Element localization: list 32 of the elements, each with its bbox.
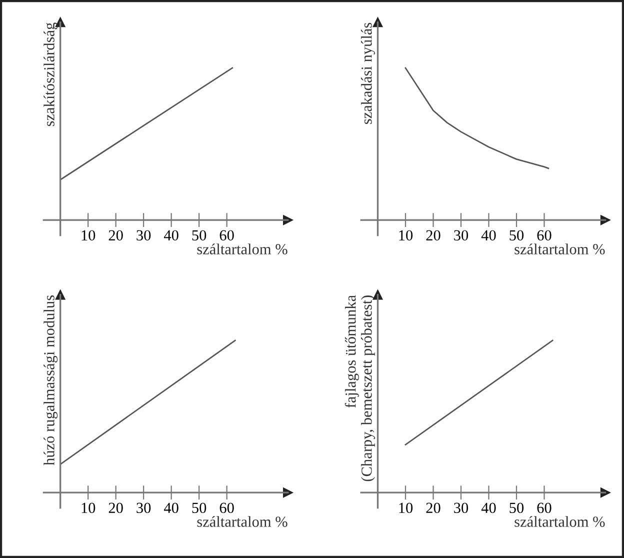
x-tick-label: 10 [82, 502, 96, 514]
y-axis-title: szakadási nyúlás [361, 22, 375, 124]
x-tick-label: 30 [454, 230, 468, 241]
x-tick-label: 10 [82, 230, 96, 241]
x-axis-title: száltartalom % [197, 516, 288, 527]
x-tick-label: 50 [510, 230, 524, 241]
x-tick-label: 30 [136, 502, 151, 514]
y-axis-title: fajlagos ütőmunka (Charpy, bemetszett próbatest) [344, 295, 375, 482]
y-axis-title: húzó rugalmassági modulus [44, 295, 58, 466]
x-axis-title: száltartalom % [514, 516, 605, 527]
x-tick-label: 60 [220, 502, 234, 514]
x-tick-label: 20 [426, 230, 440, 241]
x-tick-label: 40 [481, 502, 496, 514]
x-tick-label: 60 [537, 230, 552, 241]
x-tick-label: 60 [220, 230, 234, 241]
x-tick-label: 40 [164, 230, 178, 241]
x-tick-label: 40 [164, 502, 178, 514]
x-tick-label: 60 [537, 502, 552, 514]
x-axis-title: száltartalom % [514, 244, 605, 254]
x-tick-label: 50 [192, 502, 206, 514]
x-tick-label: 40 [481, 230, 496, 241]
x-tick-label: 50 [510, 502, 524, 514]
x-tick-label: 20 [108, 230, 123, 241]
x-tick-label: 30 [454, 502, 468, 514]
x-tick-label: 50 [192, 230, 206, 241]
x-axis-title: száltartalom % [197, 244, 288, 254]
x-tick-label: 20 [426, 502, 440, 514]
y-axis-title: szakítószilárdság [44, 22, 58, 126]
x-tick-label: 10 [399, 502, 413, 514]
x-tick-label: 30 [136, 230, 151, 241]
x-tick-label: 20 [108, 502, 123, 514]
x-tick-label: 10 [399, 230, 413, 241]
